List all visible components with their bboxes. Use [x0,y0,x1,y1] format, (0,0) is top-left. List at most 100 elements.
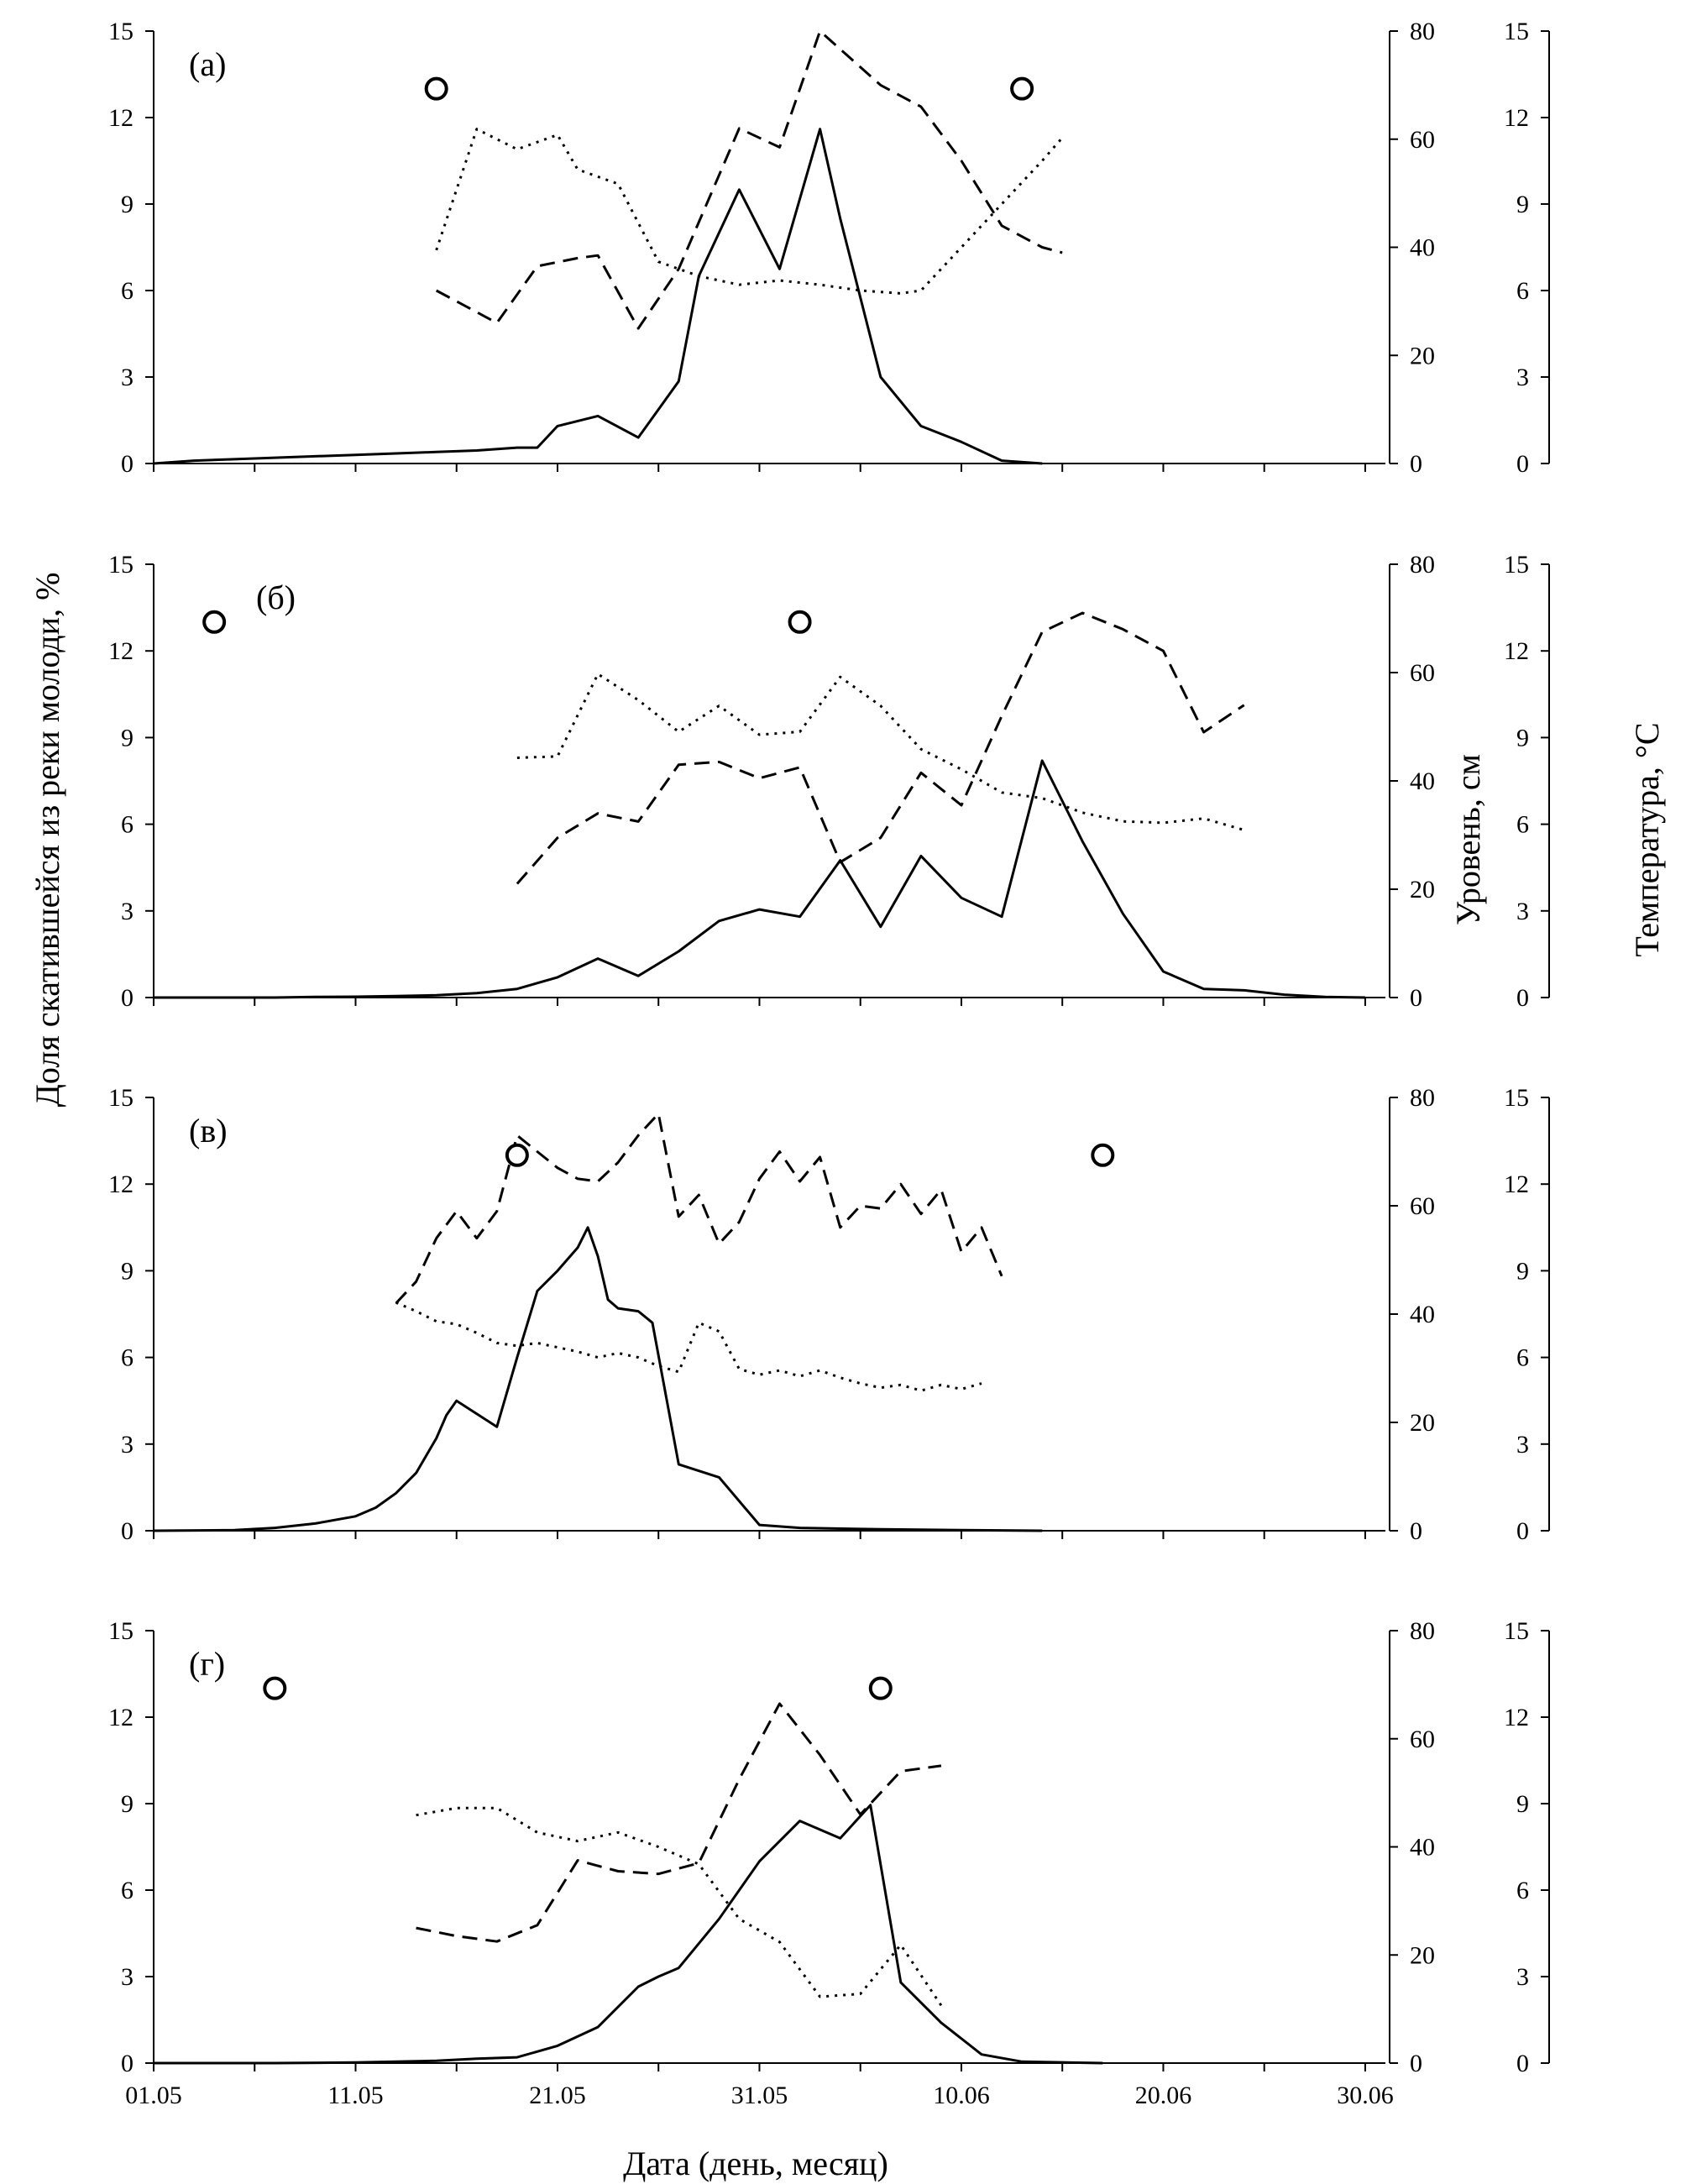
temperature-tick-label: 9 [1516,191,1529,218]
level-tick-label: 40 [1410,234,1435,262]
temperature-tick-label: 3 [1516,364,1529,391]
y-tick-label: 6 [121,1877,134,1904]
level-tick-label: 0 [1410,1517,1422,1545]
y-axis-title-level: Уровень, см [1449,754,1487,925]
y-tick-label: 12 [108,637,134,665]
y-tick-label: 6 [121,811,134,839]
level-tick-label: 60 [1410,1192,1435,1220]
temperature-tick-label: 0 [1516,2050,1529,2077]
x-tick-label: 20.06 [1135,2082,1192,2109]
y-tick-label: 0 [121,450,134,478]
temperature-tick-label: 15 [1504,18,1529,45]
level-tick-label: 40 [1410,1834,1435,1862]
y-tick-label: 3 [121,364,134,391]
temperature-tick-label: 12 [1504,637,1529,665]
panel-label: (а) [189,45,226,83]
share-line [153,128,1043,465]
y-tick-label: 3 [121,898,134,925]
x-tick-label: 31.05 [731,2082,788,2109]
panel-label: (в) [189,1112,228,1150]
level-line [395,1112,1003,1305]
temperature-line [435,128,1064,295]
level-line [516,611,1245,885]
x-axis-title: Дата (день, месяц) [623,2145,888,2182]
level-tick-label: 80 [1410,1084,1435,1112]
y-tick-label: 15 [108,18,134,45]
share-line [153,1226,1043,1532]
level-tick-label: 20 [1410,342,1435,369]
panel-4: 0 3 6 9 12 15 0 20 40 60 80 0 3 6 9 12 15 01.05 11.05 21.05… [108,1617,1550,2109]
y-tick-label: 9 [121,1257,134,1285]
temperature-tick-label: 6 [1516,277,1529,305]
y-tick-label: 6 [121,277,134,305]
level-tick-label: 20 [1410,1409,1435,1437]
level-tick-label: 80 [1410,18,1435,45]
y-tick-label: 12 [108,1704,134,1731]
temperature-line [416,1806,943,2007]
level-tick-label: 60 [1410,1726,1435,1753]
temperature-tick-label: 3 [1516,1963,1529,1991]
temperature-tick-label: 9 [1516,1257,1529,1285]
y-tick-label: 0 [121,984,134,1012]
y-tick-label: 15 [108,1617,134,1645]
panel-1: 0 3 6 9 12 15 0 20 40 60 80 0 3 6 9 12 15 (а) [108,18,1550,478]
temperature-tick-label: 12 [1504,104,1529,132]
level-tick-label: 20 [1410,1941,1435,1969]
y-tick-label: 3 [121,1431,134,1459]
x-tick-label: 10.06 [933,2082,990,2109]
temperature-tick-label: 0 [1516,450,1529,478]
x-tick-label: 01.05 [125,2082,182,2109]
y-axis-title-share: Доля скатившейся из реки молоди, % [29,573,66,1108]
panel-2: 0 3 6 9 12 15 0 20 40 60 80 0 3 6 9 12 15 (б) [108,551,1550,1012]
temperature-tick-label: 6 [1516,1344,1529,1372]
y-axis-title-temperature: Температура, °C [1628,722,1666,956]
x-tick-label: 11.05 [327,2082,383,2109]
y-tick-label: 9 [121,1790,134,1818]
circle-marker [505,1143,529,1167]
panel-label: (б) [256,579,296,616]
temperature-tick-label: 15 [1504,1084,1529,1112]
temperature-line [395,1301,982,1392]
level-tick-label: 80 [1410,1617,1435,1645]
temperature-tick-label: 3 [1516,1431,1529,1459]
temperature-tick-label: 0 [1516,1517,1529,1545]
circle-marker [1091,1143,1115,1167]
y-tick-label: 12 [108,1171,134,1198]
level-tick-label: 0 [1410,450,1422,478]
level-line [416,1702,942,1943]
circle-marker [788,610,812,634]
temperature-tick-label: 12 [1504,1171,1529,1198]
y-tick-label: 0 [121,2050,134,2077]
temperature-tick-label: 6 [1516,811,1529,839]
panel-3: 0 3 6 9 12 15 0 20 40 60 80 0 3 6 9 12 15 (в) [108,1084,1550,1545]
y-tick-label: 9 [121,191,134,218]
level-tick-label: 40 [1410,1301,1435,1328]
circle-marker [202,610,227,634]
share-line [154,1804,1103,2065]
circle-marker [263,1676,287,1700]
temperature-line [516,673,1245,831]
level-tick-label: 80 [1410,551,1435,579]
temperature-tick-label: 15 [1504,551,1529,579]
circle-marker [424,76,448,101]
panel-label: (г) [189,1645,225,1683]
level-tick-label: 20 [1410,876,1435,903]
temperature-tick-label: 3 [1516,898,1529,925]
level-tick-label: 0 [1410,984,1422,1012]
level-tick-label: 60 [1410,126,1435,154]
temperature-tick-label: 9 [1516,724,1529,752]
x-tick-label: 21.05 [529,2082,586,2109]
temperature-tick-label: 9 [1516,1790,1529,1818]
y-tick-label: 15 [108,551,134,579]
level-tick-label: 40 [1410,767,1435,795]
temperature-tick-label: 15 [1504,1617,1529,1645]
circle-marker [868,1676,893,1700]
y-tick-label: 6 [121,1344,134,1372]
circle-marker [1010,76,1034,101]
temperature-tick-label: 0 [1516,984,1529,1012]
temperature-tick-label: 6 [1516,1877,1529,1904]
x-tick-label: 30.06 [1337,2082,1394,2109]
y-tick-label: 0 [121,1517,134,1545]
level-line [435,29,1063,330]
